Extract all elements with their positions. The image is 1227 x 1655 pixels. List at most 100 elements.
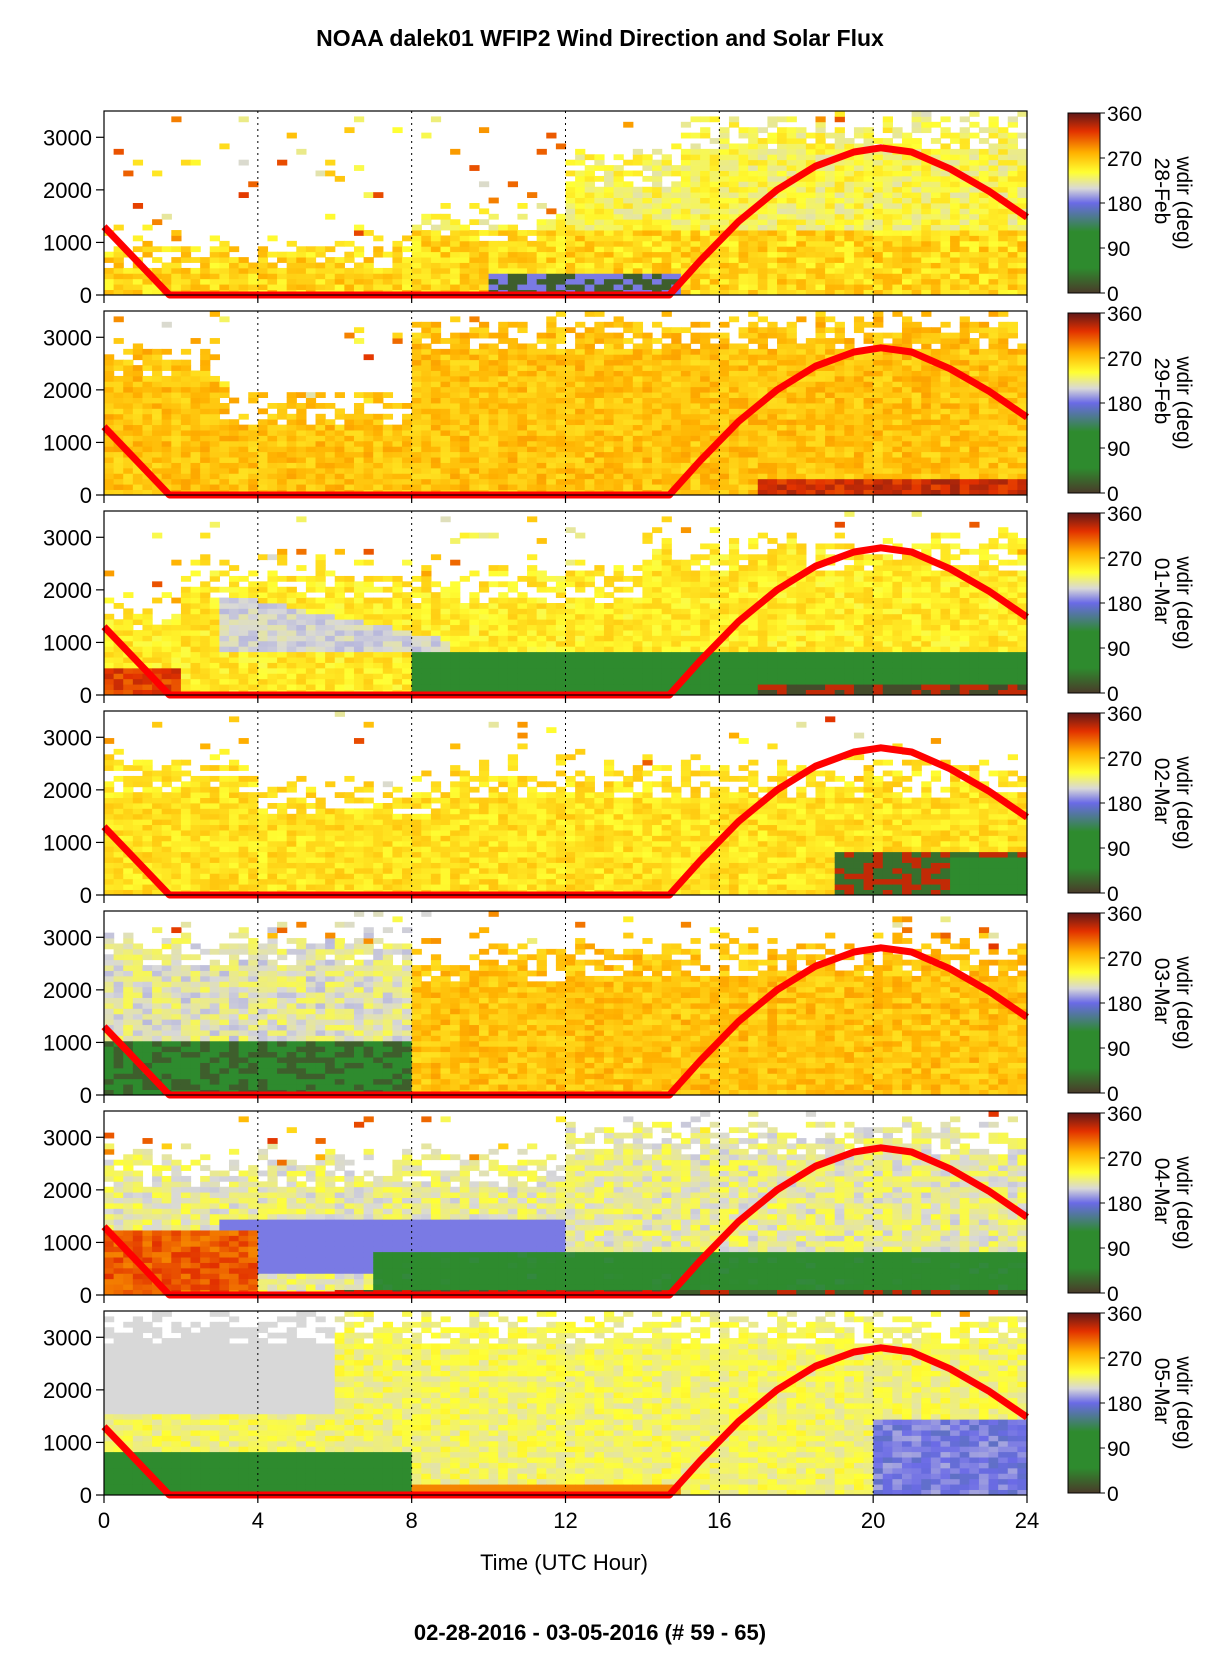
heatmap-cell [729,463,739,469]
heatmap-cell [248,619,258,625]
heatmap-cell [566,208,576,214]
heatmap-cell [142,381,152,387]
heatmap-cell [402,273,412,279]
heatmap-cell [892,273,902,279]
heatmap-cell [662,425,672,431]
heatmap-cell [142,419,152,425]
heatmap-cell [835,181,845,187]
heatmap-cell [969,408,979,414]
heatmap-cell [806,133,816,139]
heatmap-cell [633,214,643,220]
heatmap-cell [306,284,316,290]
heatmap-cell [133,641,143,647]
heatmap-cell [998,484,1008,490]
heatmap-cell [604,181,614,187]
heatmap-cell [815,398,825,404]
heatmap-cell [873,279,883,285]
heatmap-cell [133,343,143,349]
heatmap-cell [633,187,643,193]
heatmap-cell [806,263,816,269]
heatmap-cell [681,419,691,425]
heatmap-cell [614,484,624,490]
heatmap-cell [748,263,758,269]
heatmap-cell [441,479,451,485]
heatmap-cell [258,468,268,474]
heatmap-cell [729,349,739,355]
heatmap-cell [844,284,854,290]
heatmap-cell [1017,452,1027,458]
heatmap-cell [517,252,527,258]
heatmap-cell [940,219,950,225]
heatmap-cell [219,463,229,469]
heatmap-cell [229,463,239,469]
heatmap-cell [815,435,825,441]
heatmap-cell [171,268,181,274]
heatmap-cell [960,479,970,485]
heatmap-cell [152,635,162,641]
heatmap-cell [950,273,960,279]
heatmap-cell [133,408,143,414]
heatmap-cell [998,414,1008,420]
heatmap-cell [950,435,960,441]
heatmap-cell [546,387,556,393]
heatmap-cell [210,468,220,474]
heatmap-cell [921,425,931,431]
heatmap-cell [912,322,922,328]
heatmap-cell [248,592,258,598]
heatmap-cell [623,122,633,128]
heatmap-cell [681,327,691,333]
heatmap-cell [229,646,239,652]
heatmap-cell [460,241,470,247]
heatmap-cell [556,441,566,447]
heatmap-cell [267,419,277,425]
heatmap-cell [912,473,922,479]
heatmap-cell [239,257,249,263]
heatmap-cell [248,468,258,474]
heatmap-cell [402,473,412,479]
heatmap-cell [940,387,950,393]
heatmap-cell [864,284,874,290]
heatmap-cell [1017,225,1027,231]
heatmap-cell [844,198,854,204]
heatmap-cell [739,425,749,431]
heatmap-cell [527,273,537,279]
heatmap-cell [604,414,614,420]
heatmap-cell [585,187,595,193]
heatmap-cell [921,208,931,214]
heatmap-cell [200,473,210,479]
heatmap-cell [844,208,854,214]
heatmap-cell [575,419,585,425]
heatmap-cell [287,646,297,652]
heatmap-cell [1017,133,1027,139]
heatmap-cell [912,371,922,377]
heatmap-cell [969,419,979,425]
heatmap-cell [825,219,835,225]
heatmap-cell [162,425,172,431]
heatmap-cell [517,365,527,371]
heatmap-cell [517,268,527,274]
heatmap-cell [104,257,114,263]
heatmap-cell [152,171,162,177]
heatmap-cell [758,430,768,436]
heatmap-cell [719,343,729,349]
heatmap-cell [248,663,258,669]
heatmap-cell [210,268,220,274]
heatmap-cell [181,398,191,404]
heatmap-cell [594,203,604,209]
heatmap-cell [210,338,220,344]
heatmap-cell [883,187,893,193]
heatmap-cell [537,371,547,377]
heatmap-cell [912,435,922,441]
heatmap-cell [883,452,893,458]
heatmap-cell [739,246,749,252]
heatmap-cell [460,279,470,285]
heatmap-cell [969,149,979,155]
heatmap-cell [912,165,922,171]
heatmap-cell [104,463,114,469]
heatmap-cell [642,338,652,344]
heatmap-cell [642,381,652,387]
heatmap-cell [229,587,239,593]
heatmap-cell [575,154,585,160]
heatmap-cell [989,338,999,344]
heatmap-cell [796,398,806,404]
